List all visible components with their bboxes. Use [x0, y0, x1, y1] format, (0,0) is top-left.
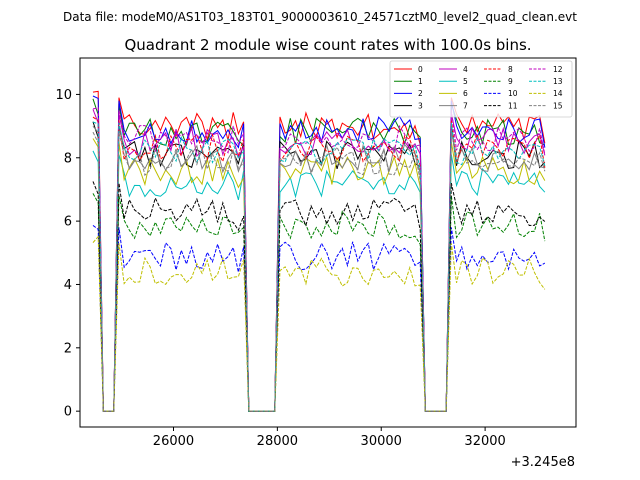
legend-label-14: 14 — [553, 89, 563, 98]
legend-label-12: 12 — [553, 65, 563, 74]
legend-label-11: 11 — [508, 101, 518, 110]
series-line-4 — [92, 109, 546, 412]
y-tick-label: 8 — [64, 151, 72, 166]
x-axis-offset: +3.245e8 — [511, 455, 575, 470]
legend-label-13: 13 — [553, 77, 563, 86]
series-line-12 — [92, 107, 546, 412]
series-line-1 — [92, 98, 546, 412]
series-line-14 — [92, 235, 546, 412]
series-line-9 — [92, 193, 546, 412]
legend-label-3: 3 — [418, 101, 423, 110]
series-line-2 — [92, 95, 546, 412]
y-axis: 0 2 4 6 8 10 — [55, 88, 80, 420]
legend-label-5: 5 — [463, 77, 468, 86]
plot-area-frame — [79, 57, 577, 428]
series-line-3 — [92, 121, 546, 412]
y-tick-label: 2 — [64, 341, 72, 356]
series-line-6 — [92, 138, 546, 412]
series-line-15 — [92, 131, 546, 412]
legend-label-0: 0 — [418, 65, 423, 74]
legend-label-15: 15 — [553, 101, 563, 110]
legend-label-2: 2 — [418, 89, 423, 98]
series-layer — [92, 90, 546, 412]
suptitle: Data file: modeM0/AS1T03_183T01_90000036… — [63, 10, 577, 24]
x-tick-label: 32000 — [464, 434, 505, 449]
y-tick-label: 6 — [64, 215, 72, 230]
series-line-13 — [92, 121, 546, 412]
series-line-7 — [92, 125, 545, 412]
series-line-8 — [92, 116, 546, 412]
y-tick-label: 10 — [55, 88, 72, 103]
x-axis: 26000 28000 30000 32000 — [153, 427, 506, 449]
legend-label-4: 4 — [463, 65, 468, 74]
legend-label-9: 9 — [508, 77, 513, 86]
chart-title: Quadrant 2 module wise count rates with … — [124, 36, 531, 54]
x-tick-label: 28000 — [257, 434, 298, 449]
legend-label-8: 8 — [508, 65, 513, 74]
series-line-5 — [92, 150, 546, 412]
x-tick-label: 26000 — [153, 434, 194, 449]
legend-label-6: 6 — [463, 89, 468, 98]
y-tick-label: 4 — [64, 278, 72, 293]
legend-label-1: 1 — [418, 77, 423, 86]
legend-label-7: 7 — [463, 101, 468, 110]
series-line-11 — [92, 181, 546, 412]
y-tick-label: 0 — [64, 405, 72, 420]
series-line-0 — [92, 90, 546, 412]
legend-box — [389, 60, 573, 118]
series-line-10 — [92, 225, 546, 412]
x-tick-label: 30000 — [361, 434, 402, 449]
legend-label-10: 10 — [508, 89, 518, 98]
